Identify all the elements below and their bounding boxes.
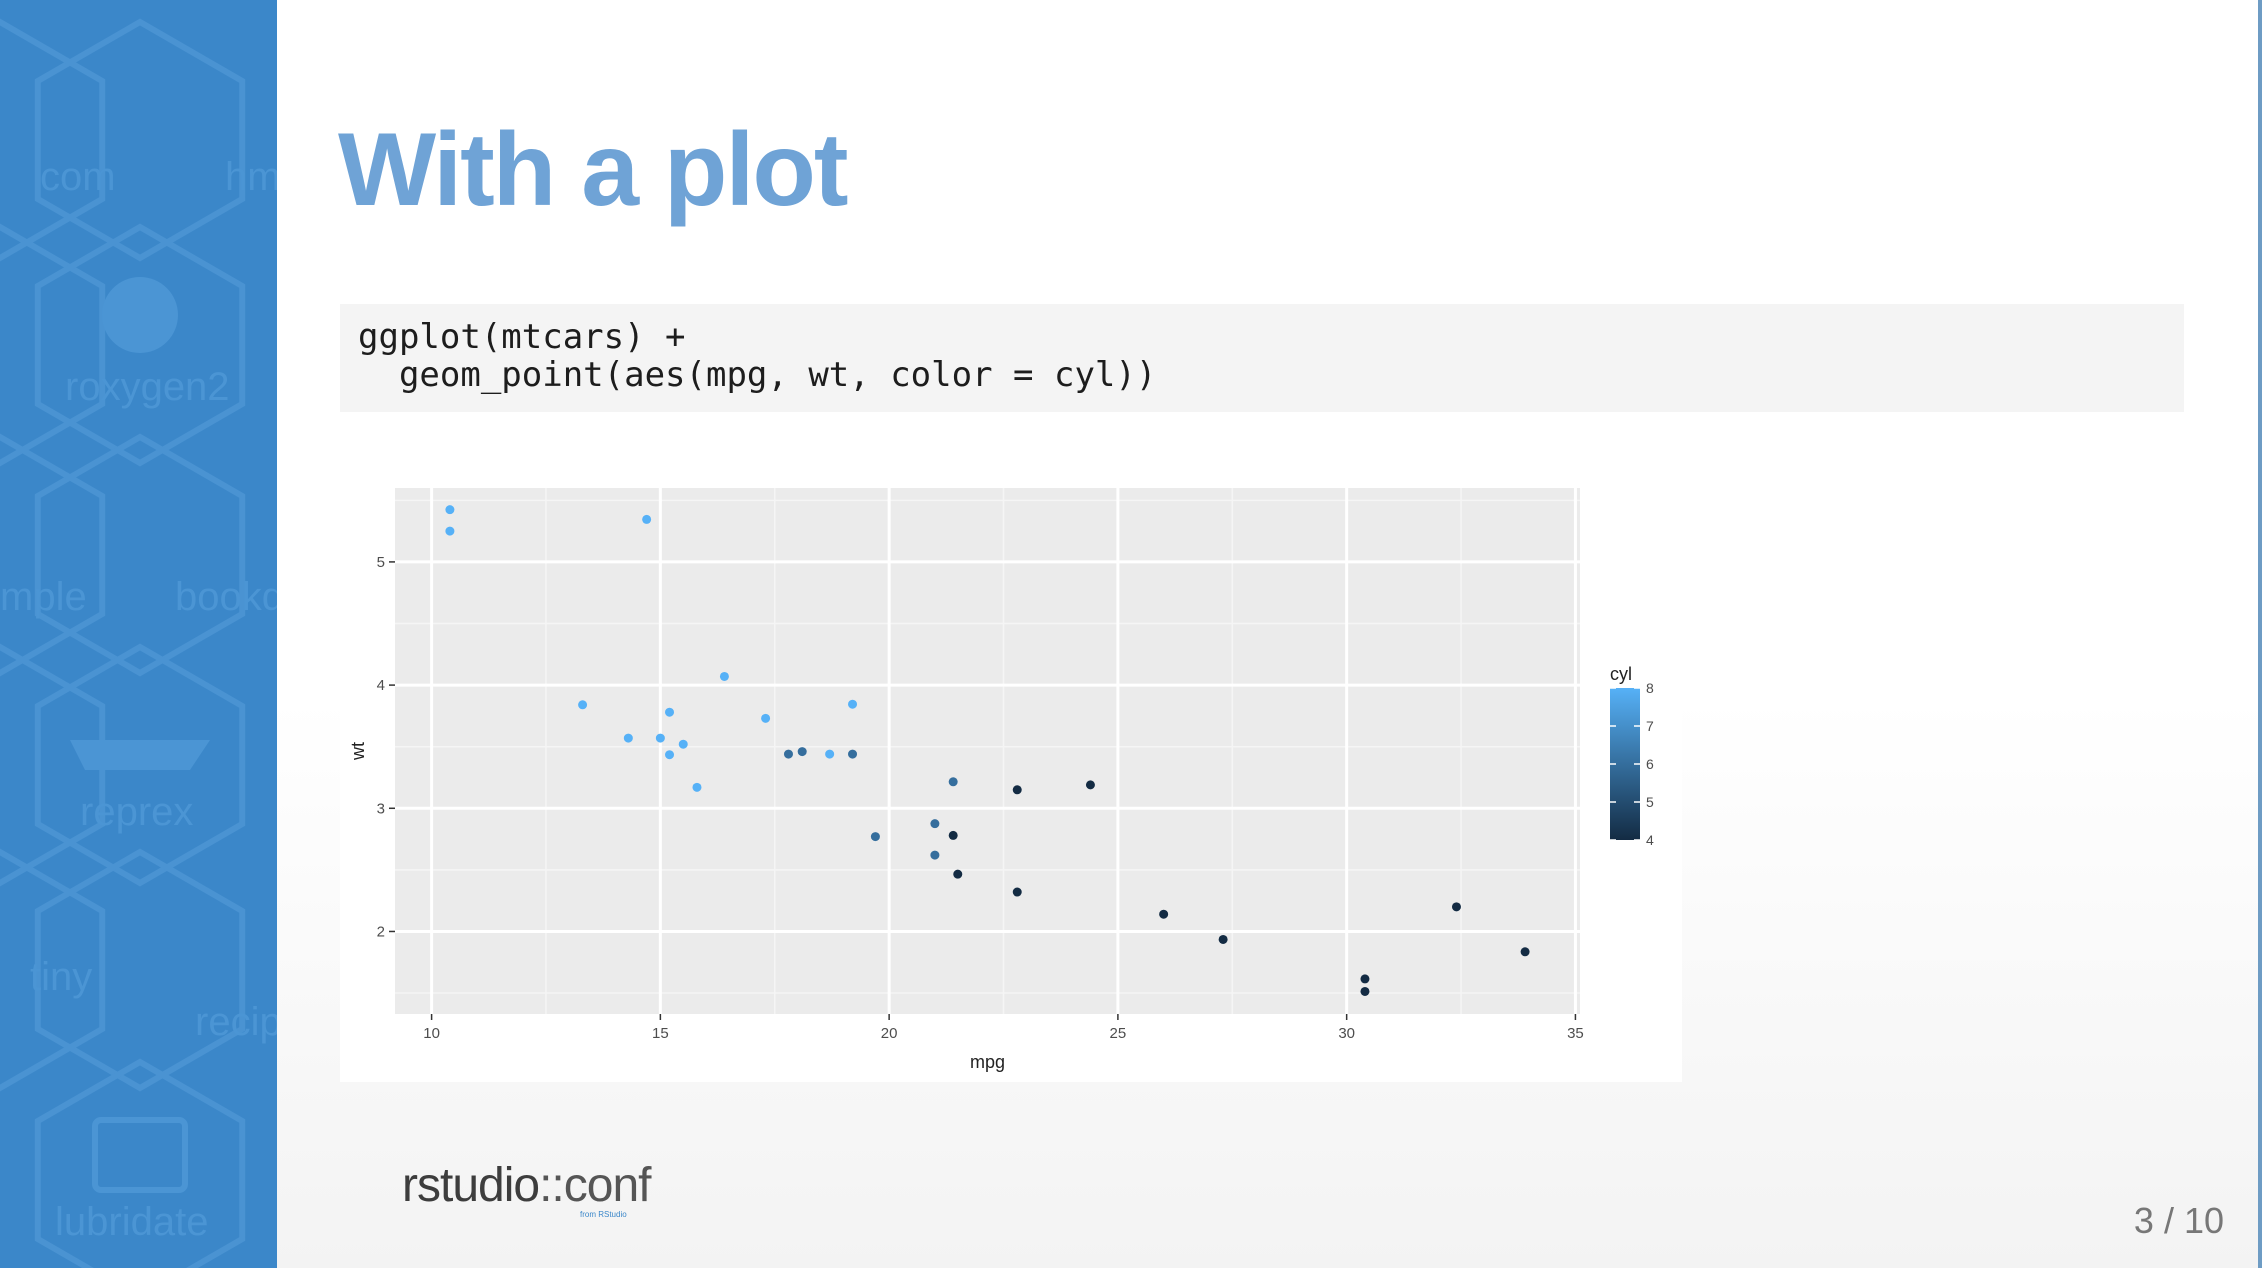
code-line: ggplot(mtcars) +	[358, 317, 686, 357]
data-point	[761, 713, 771, 723]
hex-outline	[34, 433, 246, 677]
data-point	[930, 819, 940, 829]
r-logo-icon	[102, 277, 178, 353]
sidebar-background-label: reprex	[80, 790, 193, 834]
data-point	[1012, 887, 1022, 897]
data-point	[1360, 986, 1370, 996]
y-tick-label: 5	[377, 554, 385, 571]
y-tick-label: 4	[377, 677, 385, 694]
boat-icon	[70, 740, 210, 770]
y-axis-title: wt	[348, 742, 368, 761]
sidebar-background-label: recip	[195, 1000, 277, 1044]
data-point	[1520, 947, 1530, 957]
code-line: geom_point(aes(mpg, wt, color = cyl))	[358, 355, 1157, 395]
logo-suffix: conf	[563, 1159, 652, 1212]
hex-outline	[34, 223, 246, 467]
logo-main: rstudio	[402, 1159, 540, 1212]
hex-outline	[0, 223, 106, 467]
hex-sticker-pattern: com hm roxygen2 mple bookd reprex tiny recip lub…	[0, 18, 277, 1268]
data-point	[692, 782, 702, 792]
x-tick-label: 25	[1110, 1025, 1127, 1042]
sidebar-background-label: roxygen2	[65, 365, 230, 409]
legend-tick-label: 8	[1646, 680, 1654, 696]
y-tick-label: 3	[377, 800, 385, 817]
hex-outline	[0, 433, 106, 677]
plot-output: 10 15 20 25 30 35 2 3 4 5 mpg wt cyl 4 5 6 7 8	[340, 474, 1682, 1082]
x-tick-label: 10	[423, 1025, 440, 1042]
hex-outline	[34, 1058, 246, 1268]
page-number: 3 / 10	[2133, 1200, 2224, 1241]
data-point	[848, 699, 858, 709]
hex-outline	[0, 643, 106, 887]
data-point	[445, 526, 455, 536]
logo-wordmark: rstudio::conf	[402, 1159, 652, 1212]
calendar-icon	[92, 1117, 188, 1193]
hex-outline	[34, 643, 246, 887]
data-point	[1218, 934, 1228, 944]
hex-outline	[0, 848, 106, 1092]
data-point	[678, 739, 688, 749]
data-point	[665, 707, 675, 717]
data-point	[870, 832, 880, 842]
data-point	[783, 749, 793, 759]
data-point	[825, 749, 835, 759]
slide-right-edge	[2258, 0, 2262, 1268]
hex-outline	[34, 848, 246, 1092]
data-point	[848, 749, 858, 759]
logo-separator: ::	[539, 1159, 565, 1212]
x-tick-label: 30	[1338, 1025, 1355, 1042]
hex-outline	[34, 18, 246, 262]
x-tick-label: 20	[881, 1025, 898, 1042]
sidebar-background-label: com	[40, 155, 116, 199]
logo-subtext: from RStudio	[580, 1210, 627, 1219]
scatter-plot: 10 15 20 25 30 35 2 3 4 5 mpg wt cyl 4 5 6 7 8	[348, 488, 1654, 1072]
sidebar-background-label: hm	[225, 155, 277, 199]
x-tick-label: 15	[652, 1025, 669, 1042]
hex-outline	[0, 18, 106, 262]
y-tick-label: 2	[377, 923, 385, 940]
sidebar-background-label: tiny	[30, 955, 92, 999]
sidebar-background-label: lubridate	[55, 1200, 208, 1244]
sidebar-hex-banner: com hm roxygen2 mple bookd reprex tiny recip lub…	[0, 0, 277, 1268]
data-point	[642, 514, 652, 524]
data-point	[445, 505, 455, 515]
sidebar-background-label: bookd	[175, 575, 277, 619]
data-point	[930, 850, 940, 860]
legend-tick-label: 5	[1646, 794, 1654, 810]
data-point	[665, 750, 675, 760]
data-point	[1360, 974, 1370, 984]
data-point	[1012, 785, 1022, 795]
sidebar-background-label: mple	[0, 575, 87, 619]
data-point	[797, 747, 807, 757]
data-point	[623, 733, 633, 743]
legend-tick-label: 7	[1646, 718, 1654, 734]
legend-tick-label: 4	[1646, 832, 1654, 848]
data-point	[948, 830, 958, 840]
data-point	[1451, 902, 1461, 912]
x-tick-label: 35	[1567, 1025, 1584, 1042]
data-point	[578, 700, 588, 710]
legend-tick-label: 6	[1646, 756, 1654, 772]
code-block: ggplot(mtcars) + geom_point(aes(mpg, wt,…	[340, 304, 2184, 412]
data-point	[655, 733, 665, 743]
rstudio-conf-logo: rstudio::conf from RStudio	[402, 1158, 652, 1228]
data-point	[1159, 909, 1169, 919]
data-point	[719, 671, 729, 681]
slide-title: With a plot	[338, 112, 849, 228]
legend-title: cyl	[1610, 664, 1632, 684]
data-point	[953, 869, 963, 879]
data-point	[1085, 780, 1095, 790]
x-axis-title: mpg	[970, 1052, 1005, 1072]
plot-panel	[395, 488, 1580, 1014]
data-point	[948, 777, 958, 787]
